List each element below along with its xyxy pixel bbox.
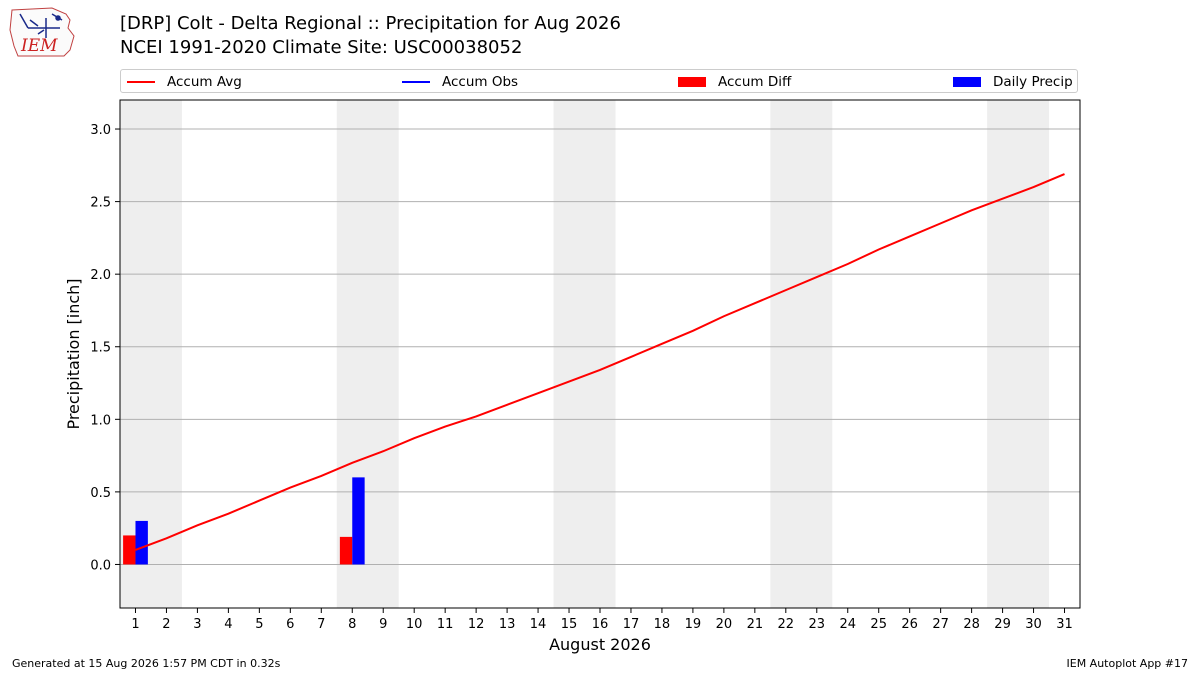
y-tick-label: 0.5: [90, 486, 111, 501]
legend-label: Accum Avg: [167, 74, 242, 90]
legend-swatch-accum-obs: [402, 81, 430, 83]
weekend-band-3: [553, 100, 616, 608]
x-tick-label: 12: [468, 617, 485, 632]
line-marks: [135, 173, 1065, 551]
y-tick-label: 0.0: [90, 558, 111, 573]
x-tick-label: 24: [839, 617, 856, 632]
logo-text: IEM: [20, 36, 58, 56]
x-tick-label: 14: [530, 617, 547, 632]
x-tick-label: 2: [162, 617, 170, 632]
bar-daily-precip-day-1: [135, 520, 148, 565]
x-tick-label: 9: [379, 617, 387, 632]
legend-label: Accum Diff: [718, 74, 792, 90]
x-tick-label: 6: [286, 617, 294, 632]
y-tick-label: 3.0: [90, 123, 111, 138]
iem-logo: IEM: [9, 7, 75, 57]
x-tick-label: 7: [317, 617, 325, 632]
legend-label: Accum Obs: [442, 74, 519, 90]
x-tick-label: 29: [994, 617, 1011, 632]
y-axis-label: Precipitation [inch]: [64, 278, 83, 429]
weekend-band-2: [336, 100, 399, 608]
x-tick-label: 16: [592, 617, 609, 632]
legend-item-accum-avg: Accum Avg: [127, 73, 242, 91]
y-tick-label: 2.5: [90, 196, 111, 211]
chart-title: [DRP] Colt - Delta Regional :: Precipita…: [120, 13, 621, 34]
y-tick-label: 1.5: [90, 341, 111, 356]
x-tick-label: 25: [870, 617, 887, 632]
x-tick-label: 19: [685, 617, 702, 632]
legend-item-accum-obs: Accum Obs: [402, 73, 518, 91]
x-tick-label: 10: [406, 617, 423, 632]
bar-accum-diff-day-1: [123, 535, 136, 565]
x-tick-label: 8: [348, 617, 356, 632]
bar-marks: [123, 477, 365, 565]
bar-accum-diff-day-8: [339, 536, 353, 565]
y-tick-label: 1.0: [90, 413, 111, 428]
x-tick-label: 22: [778, 617, 795, 632]
x-tick-label: 17: [623, 617, 640, 632]
x-tick-label: 3: [193, 617, 201, 632]
series-line-accum-avg: [135, 173, 1065, 551]
x-tick-label: 26: [901, 617, 918, 632]
legend: Accum Avg Accum Obs Accum Diff Daily Pre…: [120, 69, 1078, 93]
x-tick-label: 21: [747, 617, 764, 632]
x-tick-label: 20: [716, 617, 733, 632]
bar-daily-precip-day-8: [352, 477, 365, 565]
x-tick-label: 30: [1025, 617, 1042, 632]
x-tick-label: 13: [499, 617, 516, 632]
weekend-band-5: [987, 100, 1050, 608]
legend-label: Daily Precip: [993, 74, 1073, 90]
x-tick-label: 31: [1056, 617, 1073, 632]
legend-swatch-accum-avg: [127, 81, 155, 83]
x-tick-label: 11: [437, 617, 454, 632]
x-tick-label: 5: [255, 617, 263, 632]
x-tick-label: 23: [809, 617, 826, 632]
weekend-band-4: [770, 100, 833, 608]
y-tick-label: 2.0: [90, 268, 111, 283]
weekend-shading: [120, 100, 1050, 608]
y-axis: 0.0 0.5 1.0 1.5 2.0 2.5 3.0: [90, 123, 120, 573]
legend-swatch-daily-precip: [953, 77, 981, 87]
chart-subtitle: NCEI 1991-2020 Climate Site: USC00038052: [120, 37, 523, 58]
x-tick-label: 28: [963, 617, 980, 632]
generated-timestamp: Generated at 15 Aug 2026 1:57 PM CDT in …: [12, 657, 281, 670]
legend-swatch-accum-diff: [678, 77, 706, 87]
legend-item-daily-precip: Daily Precip: [953, 73, 1073, 91]
x-axis: 1 2 3 4 5 6 7 8 9 10 11 12 13 14 15 16 17 18 19 20 21 22 23 24 2…: [131, 608, 1073, 632]
x-tick-label: 1: [131, 617, 139, 632]
x-tick-label: 27: [932, 617, 949, 632]
weather-station-icon: [19, 13, 63, 38]
legend-item-accum-diff: Accum Diff: [678, 73, 791, 91]
app-credit: IEM Autoplot App #17: [1066, 657, 1189, 670]
x-axis-label: August 2026: [549, 635, 651, 654]
x-tick-label: 4: [224, 617, 232, 632]
x-tick-label: 15: [561, 617, 578, 632]
x-tick-label: 18: [654, 617, 671, 632]
weekend-band-1: [120, 100, 182, 608]
